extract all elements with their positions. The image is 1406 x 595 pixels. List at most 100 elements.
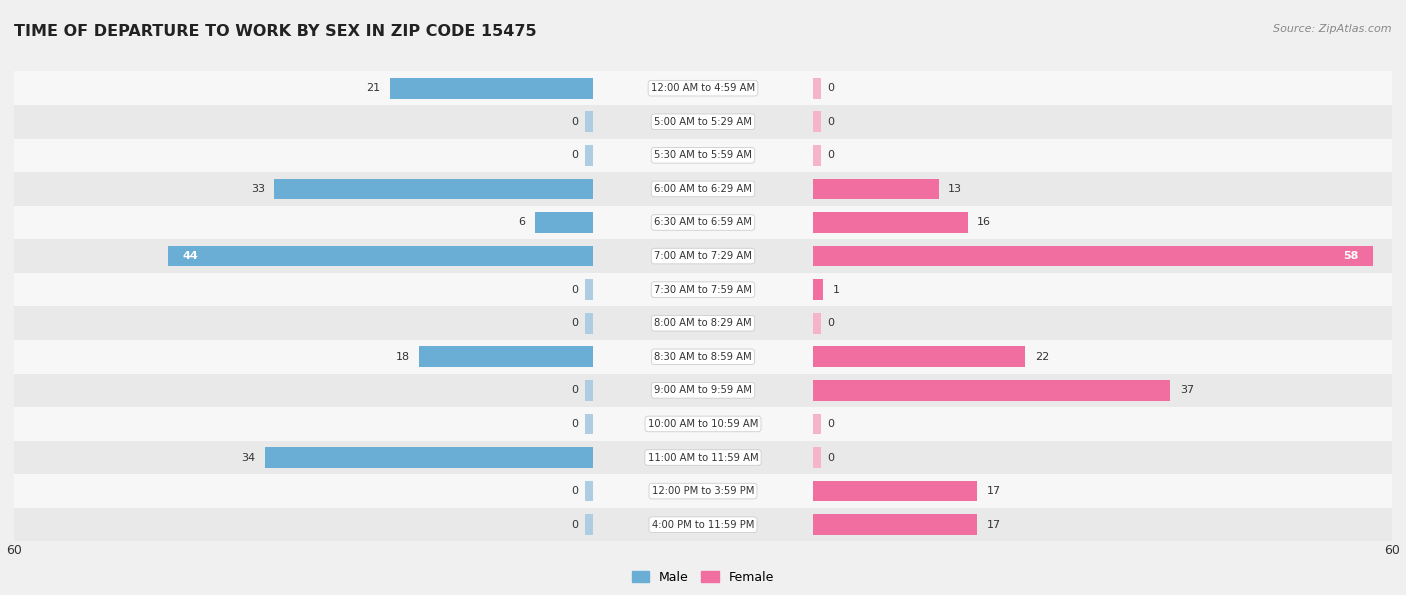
Bar [813, 78, 821, 99]
Bar [14, 306, 593, 340]
Bar [813, 111, 821, 132]
Bar [813, 481, 977, 502]
Text: 6: 6 [519, 218, 526, 227]
Text: 17: 17 [987, 486, 1001, 496]
Bar [593, 239, 813, 273]
Text: 0: 0 [571, 318, 578, 328]
Bar [585, 481, 593, 502]
Text: 0: 0 [828, 318, 835, 328]
Text: 12:00 AM to 4:59 AM: 12:00 AM to 4:59 AM [651, 83, 755, 93]
Bar [813, 441, 1392, 474]
Bar [813, 514, 977, 535]
Text: 8:00 AM to 8:29 AM: 8:00 AM to 8:29 AM [654, 318, 752, 328]
Text: 5:30 AM to 5:59 AM: 5:30 AM to 5:59 AM [654, 151, 752, 160]
Text: 13: 13 [948, 184, 962, 194]
Text: 11:00 AM to 11:59 AM: 11:00 AM to 11:59 AM [648, 453, 758, 462]
Text: 0: 0 [828, 117, 835, 127]
Text: 58: 58 [1343, 251, 1358, 261]
Bar [593, 407, 813, 441]
Bar [14, 474, 593, 508]
Bar [813, 178, 939, 199]
Bar [813, 212, 967, 233]
Text: 0: 0 [571, 151, 578, 160]
Text: 12:00 PM to 3:59 PM: 12:00 PM to 3:59 PM [652, 486, 754, 496]
Bar [813, 306, 1392, 340]
Bar [813, 206, 1392, 239]
Text: 34: 34 [240, 453, 256, 462]
Bar [585, 414, 593, 434]
Bar [813, 145, 821, 166]
Bar [813, 172, 1392, 206]
Bar [593, 71, 813, 105]
Bar [14, 441, 593, 474]
Bar [813, 71, 1392, 105]
Bar [419, 346, 593, 367]
Bar [813, 340, 1392, 374]
Bar [813, 508, 1392, 541]
Text: 0: 0 [571, 386, 578, 395]
Bar [585, 279, 593, 300]
Bar [593, 306, 813, 340]
Text: TIME OF DEPARTURE TO WORK BY SEX IN ZIP CODE 15475: TIME OF DEPARTURE TO WORK BY SEX IN ZIP … [14, 24, 537, 39]
Bar [813, 414, 821, 434]
Bar [14, 172, 593, 206]
Bar [264, 447, 593, 468]
Bar [14, 508, 593, 541]
Bar [14, 273, 593, 306]
Bar [813, 380, 1170, 401]
Text: 0: 0 [571, 117, 578, 127]
Text: 8:30 AM to 8:59 AM: 8:30 AM to 8:59 AM [654, 352, 752, 362]
Bar [813, 313, 821, 334]
Bar [813, 374, 1392, 407]
Text: 22: 22 [1035, 352, 1049, 362]
Bar [14, 239, 593, 273]
Legend: Male, Female: Male, Female [627, 566, 779, 588]
Bar [813, 407, 1392, 441]
Bar [593, 340, 813, 374]
Text: 4:00 PM to 11:59 PM: 4:00 PM to 11:59 PM [652, 519, 754, 530]
Bar [14, 71, 593, 105]
Text: 0: 0 [828, 83, 835, 93]
Text: 21: 21 [367, 83, 381, 93]
Text: 44: 44 [183, 251, 198, 261]
Text: 17: 17 [987, 519, 1001, 530]
Text: 7:30 AM to 7:59 AM: 7:30 AM to 7:59 AM [654, 284, 752, 295]
Bar [169, 246, 593, 267]
Bar [14, 105, 593, 139]
Bar [14, 340, 593, 374]
Text: 0: 0 [828, 419, 835, 429]
Bar [813, 346, 1025, 367]
Bar [391, 78, 593, 99]
Bar [593, 139, 813, 172]
Bar [14, 374, 593, 407]
Text: 9:00 AM to 9:59 AM: 9:00 AM to 9:59 AM [654, 386, 752, 395]
Text: 18: 18 [395, 352, 409, 362]
Bar [585, 380, 593, 401]
Bar [813, 105, 1392, 139]
Bar [813, 447, 821, 468]
Bar [585, 313, 593, 334]
Text: 0: 0 [828, 453, 835, 462]
Bar [14, 206, 593, 239]
Bar [593, 273, 813, 306]
Bar [585, 514, 593, 535]
Bar [593, 508, 813, 541]
Text: 7:00 AM to 7:29 AM: 7:00 AM to 7:29 AM [654, 251, 752, 261]
Bar [14, 407, 593, 441]
Text: 33: 33 [250, 184, 264, 194]
Bar [813, 246, 1372, 267]
Bar [593, 172, 813, 206]
Bar [593, 441, 813, 474]
Text: 0: 0 [828, 151, 835, 160]
Bar [813, 474, 1392, 508]
Bar [813, 239, 1392, 273]
Bar [585, 145, 593, 166]
Text: 5:00 AM to 5:29 AM: 5:00 AM to 5:29 AM [654, 117, 752, 127]
Text: 0: 0 [571, 419, 578, 429]
Text: 10:00 AM to 10:59 AM: 10:00 AM to 10:59 AM [648, 419, 758, 429]
Text: 16: 16 [977, 218, 991, 227]
Text: 0: 0 [571, 284, 578, 295]
Bar [593, 105, 813, 139]
Text: 1: 1 [832, 284, 839, 295]
Text: Source: ZipAtlas.com: Source: ZipAtlas.com [1274, 24, 1392, 34]
